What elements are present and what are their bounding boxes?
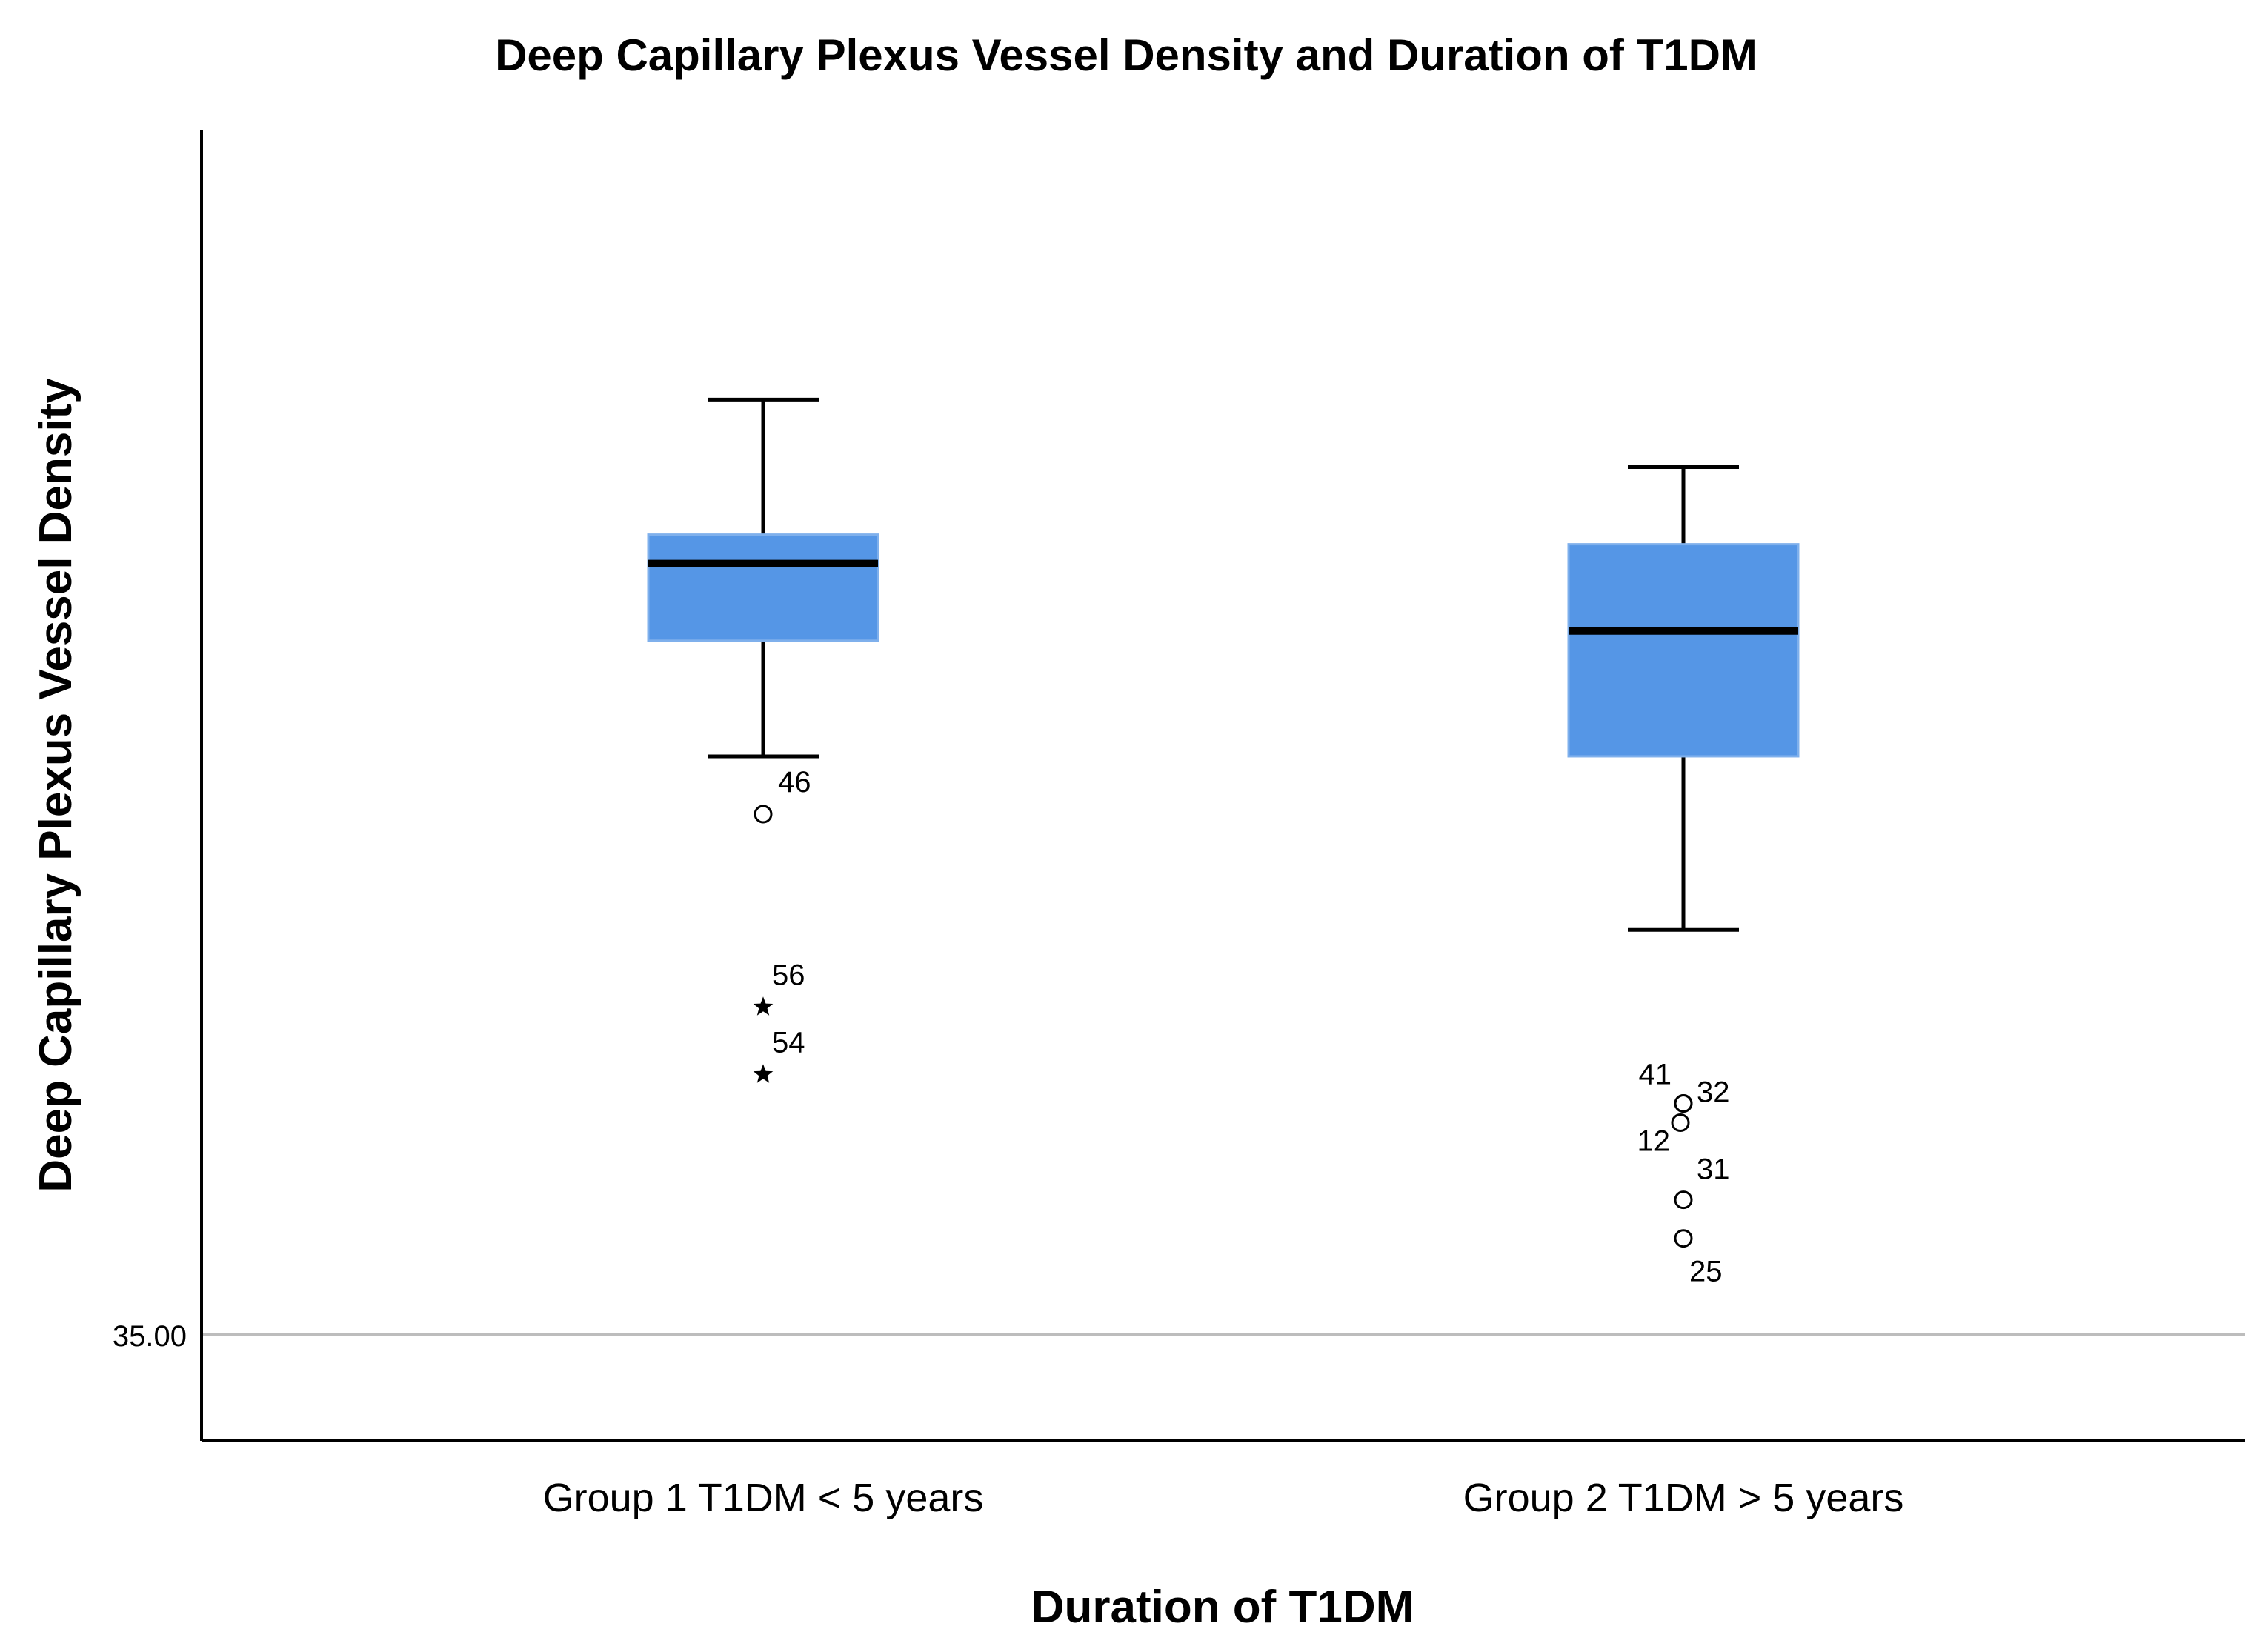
group-2-outlier-circle-31 [1674,1190,1693,1210]
group-2-outlier-circle-12 [1671,1113,1690,1133]
x-axis-title: Duration of T1DM [1031,1582,1414,1633]
group-1-outlier-label-54: 54 [772,1026,805,1059]
group-1-outlier-label-56: 56 [772,959,805,991]
group-2-outlier-circle-25 [1674,1229,1693,1248]
plot-area: 35.00 Group 1 T1DM < 5 years Group 2 T1DM … [113,130,2245,1520]
group-1-outlier-star-54 [753,1064,774,1083]
group-2-outlier-label-25: 25 [1689,1256,1723,1288]
y-tick-label-0: 35.00 [113,1320,187,1353]
group-2-outlier-circle-32 [1674,1093,1693,1113]
x-tick-label-2: Group 2 T1DM > 5 years [1463,1476,1904,1520]
group-2-outlier-label-41: 41 [1639,1058,1672,1090]
group-2-outlier-label-31: 31 [1697,1153,1730,1186]
y-axis-title: Deep Capillary Plexus Vessel Density [30,378,82,1193]
group-2-outlier-label-12: 12 [1637,1125,1671,1158]
group-1-outlier-label-46: 46 [778,766,811,799]
group-1-outlier-circle-46 [754,805,773,824]
x-tick-label-1: Group 1 T1DM < 5 years [543,1476,984,1520]
chart-title: Deep Capillary Plexus Vessel Density and… [495,30,1757,80]
group-2-box [1567,543,1800,758]
group-1-box [647,533,879,642]
group-1-outlier-star-56 [753,996,774,1016]
group-2-outlier-label-32: 32 [1697,1076,1730,1108]
